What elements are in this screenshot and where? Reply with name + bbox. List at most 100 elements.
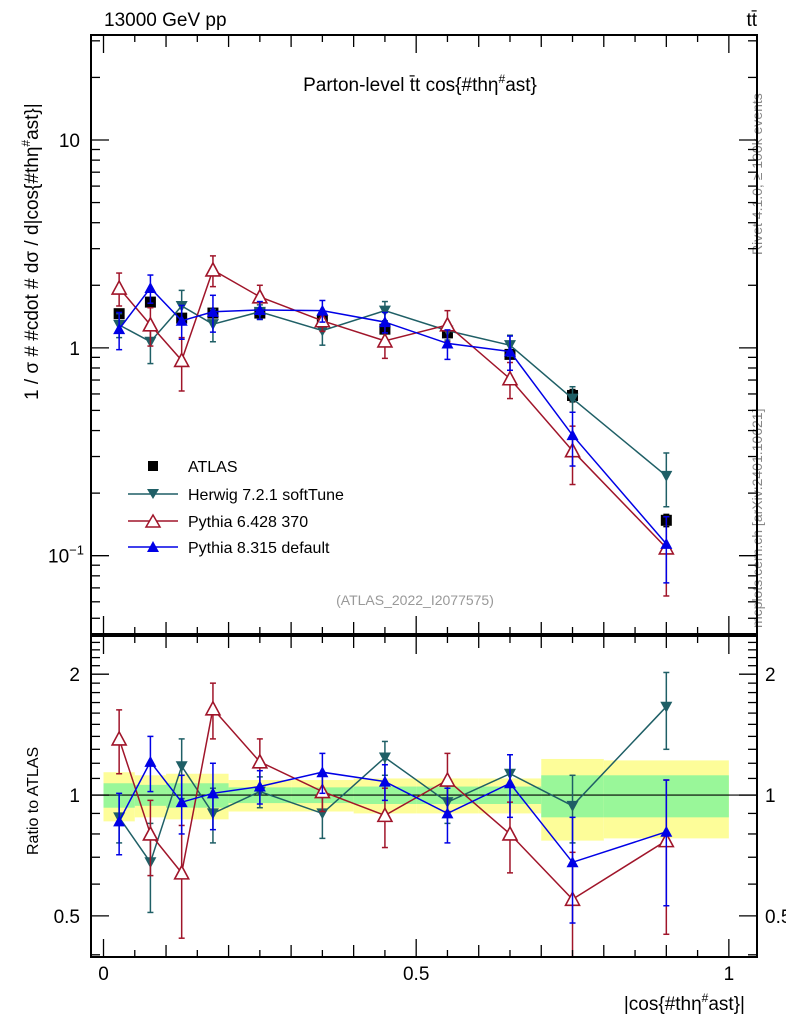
ratio-point-pythia8 — [206, 787, 219, 799]
ratio-point-pythia6 — [173, 864, 191, 880]
legend-label-atlas: ATLAS — [188, 459, 238, 476]
ratio-frame — [90, 635, 758, 958]
ratio-y-tick-label: 2 — [69, 665, 80, 686]
collision-label: 13000 GeV pp — [104, 10, 227, 31]
main-point-pythia6 — [376, 332, 394, 348]
main-ylabel-end: ast}| — [22, 103, 43, 140]
main-point-pythia6 — [439, 316, 456, 332]
legend-marker-pythia8 — [147, 541, 159, 552]
ratio-point-pythia6 — [110, 730, 128, 746]
ratio-point-pythia8 — [316, 766, 329, 778]
main-point-pythia6 — [110, 279, 128, 295]
legend-marker-pythia6 — [144, 513, 162, 528]
main-point-pythia8 — [316, 304, 329, 316]
main-title-end: ast} — [505, 75, 537, 96]
legend-marker-atlas — [148, 461, 158, 471]
tick-exp: −1 — [69, 543, 84, 558]
ratio-series-layer — [110, 671, 675, 957]
process-label: tt̄ — [746, 10, 757, 31]
ratio-y-axis-label: Ratio to ATLAS — [25, 747, 42, 855]
tick-base: 10 — [48, 547, 69, 568]
legend-marker-herwig — [147, 489, 159, 499]
main-point-pythia6 — [173, 351, 191, 368]
legend-label-pythia6: Pythia 6.428 370 — [188, 514, 308, 531]
ratio-point-herwig — [660, 701, 673, 713]
ratio-point-pythia6 — [142, 825, 159, 841]
ratio-point-pythia8 — [441, 807, 454, 819]
main-series-pythia8 — [113, 274, 673, 584]
ratio-point-pythia8 — [253, 780, 266, 792]
main-y-tick-label: 10 — [59, 131, 80, 152]
main-point-herwig — [566, 393, 579, 405]
main-point-pythia8 — [253, 304, 266, 316]
main-point-pythia8 — [113, 323, 126, 335]
main-ylabel-main: 1 / σ # #cdot # dσ / d|cos{#thη — [22, 147, 43, 400]
main-point-pythia8 — [144, 282, 157, 294]
ratio-point-herwig — [378, 752, 391, 764]
ratio-point-pythia8 — [113, 815, 126, 827]
xlabel-sup: # — [702, 991, 709, 1005]
main-frame — [90, 34, 758, 635]
legend-item-herwig: Herwig 7.2.1 softTune — [128, 487, 344, 504]
main-point-pythia8 — [660, 537, 673, 549]
main-series-layer — [110, 255, 675, 597]
main-line-pythia8 — [118, 286, 667, 545]
ratio-point-pythia6 — [204, 700, 222, 716]
xlabel-main: |cos{#thη — [624, 994, 702, 1015]
main-title-prefix: Parton-level — [303, 75, 410, 96]
main-point-herwig — [378, 305, 391, 317]
ratio-point-pythia6 — [251, 753, 269, 769]
main-point-pythia8 — [441, 337, 454, 349]
main-y-tick-label: 1 — [69, 339, 80, 360]
main-point-pythia6 — [204, 261, 222, 277]
ratio-point-herwig — [175, 761, 188, 773]
ratio-panel: 2 2 1 1 0.5 0.5 0 0.5 1 Ratio to ATLAS |cos{#thη… — [25, 635, 786, 1015]
x-axis-label: |cos{#thη#ast}| — [624, 991, 745, 1015]
main-point-pythia8 — [566, 429, 579, 441]
ratio-point-pythia8 — [566, 856, 579, 868]
legend-item-pythia8: Pythia 8.315 default — [128, 540, 330, 557]
ratio-band-layer — [103, 758, 729, 841]
ratio-point-pythia8 — [144, 755, 157, 767]
main-ylabel-sup: # — [19, 140, 33, 147]
ratio-point-pythia8 — [503, 777, 516, 789]
legend-label-pythia8: Pythia 8.315 default — [188, 540, 330, 557]
main-title-tt: t̄t — [409, 75, 421, 96]
ratio-y-tick-label-right: 2 — [765, 665, 776, 686]
main-point-pythia6 — [142, 316, 159, 332]
ratio-y-tick-label: 0.5 — [54, 907, 80, 928]
ratio-point-pythia8 — [378, 775, 391, 787]
ratio-point-herwig — [566, 800, 579, 812]
main-point-pythia8 — [503, 345, 516, 357]
main-y-tick-label: 10−1 — [48, 543, 84, 568]
ratio-point-pythia6 — [376, 806, 394, 823]
legend-item-atlas: ATLAS — [148, 459, 238, 476]
ratio-y-tick-label: 1 — [69, 786, 80, 807]
watermark: (ATLAS_2022_I2077575) — [336, 592, 494, 608]
x-tick-label: 1 — [724, 964, 735, 985]
main-point-pythia8 — [206, 305, 219, 317]
legend-item-pythia6: Pythia 6.428 370 — [128, 513, 308, 531]
main-y-axis-label: 1 / σ # #cdot # dσ / d|cos{#thη#ast}| — [19, 103, 43, 400]
ratio-point-pythia6 — [439, 771, 456, 787]
xlabel-end: ast}| — [708, 994, 745, 1015]
main-point-herwig — [660, 470, 673, 482]
main-title-suffix: cos{#thη — [420, 75, 498, 96]
ratio-y-tick-label-right: 1 — [765, 786, 776, 807]
x-tick-label: 0 — [98, 964, 109, 985]
main-title-sup: # — [499, 72, 506, 86]
ratio-point-pythia8 — [660, 825, 673, 837]
ratio-point-pythia8 — [175, 796, 188, 808]
legend: ATLAS Herwig 7.2.1 softTune Pythia 6.428… — [128, 459, 344, 557]
main-point-pythia8 — [378, 316, 391, 328]
ratio-point-pythia6 — [501, 825, 519, 841]
ratio-y-tick-label-right: 0.5 — [765, 907, 786, 928]
ratio-series-pythia8 — [113, 735, 673, 924]
main-title: Parton-level t̄t cos{#thη#ast} — [303, 72, 537, 96]
main-line-herwig — [118, 305, 667, 477]
legend-label-herwig: Herwig 7.2.1 softTune — [188, 487, 344, 504]
x-tick-label: 0.5 — [403, 964, 429, 985]
